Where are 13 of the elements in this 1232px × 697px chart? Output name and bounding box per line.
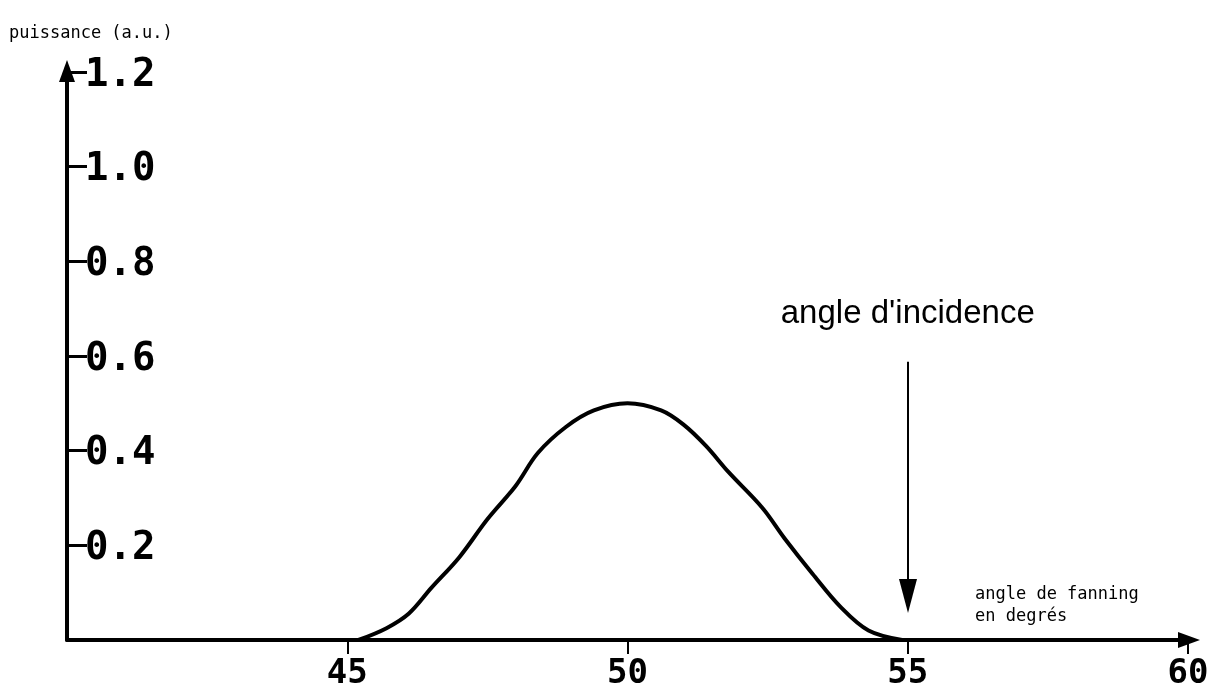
x-tick-label: 60 (1167, 651, 1209, 691)
y-tick-label: 0.8 (85, 238, 156, 284)
x-axis-title: angle de fanning en degrés (975, 583, 1139, 625)
y-tick-label: 0.4 (85, 428, 156, 474)
y-tick-label: 0.2 (85, 522, 156, 568)
x-tick-label: 55 (887, 651, 929, 691)
y-tick-label: 1.2 (85, 49, 156, 95)
x-tick-label: 45 (326, 651, 368, 691)
y-tick-label: 0.6 (85, 333, 156, 379)
ref-line-label: angle d'incidence (780, 292, 1035, 330)
y-tick-label: 1.0 (85, 144, 156, 190)
x-tick-label: 50 (607, 651, 648, 691)
y-axis-title: puissance (a.u.) (9, 21, 173, 42)
